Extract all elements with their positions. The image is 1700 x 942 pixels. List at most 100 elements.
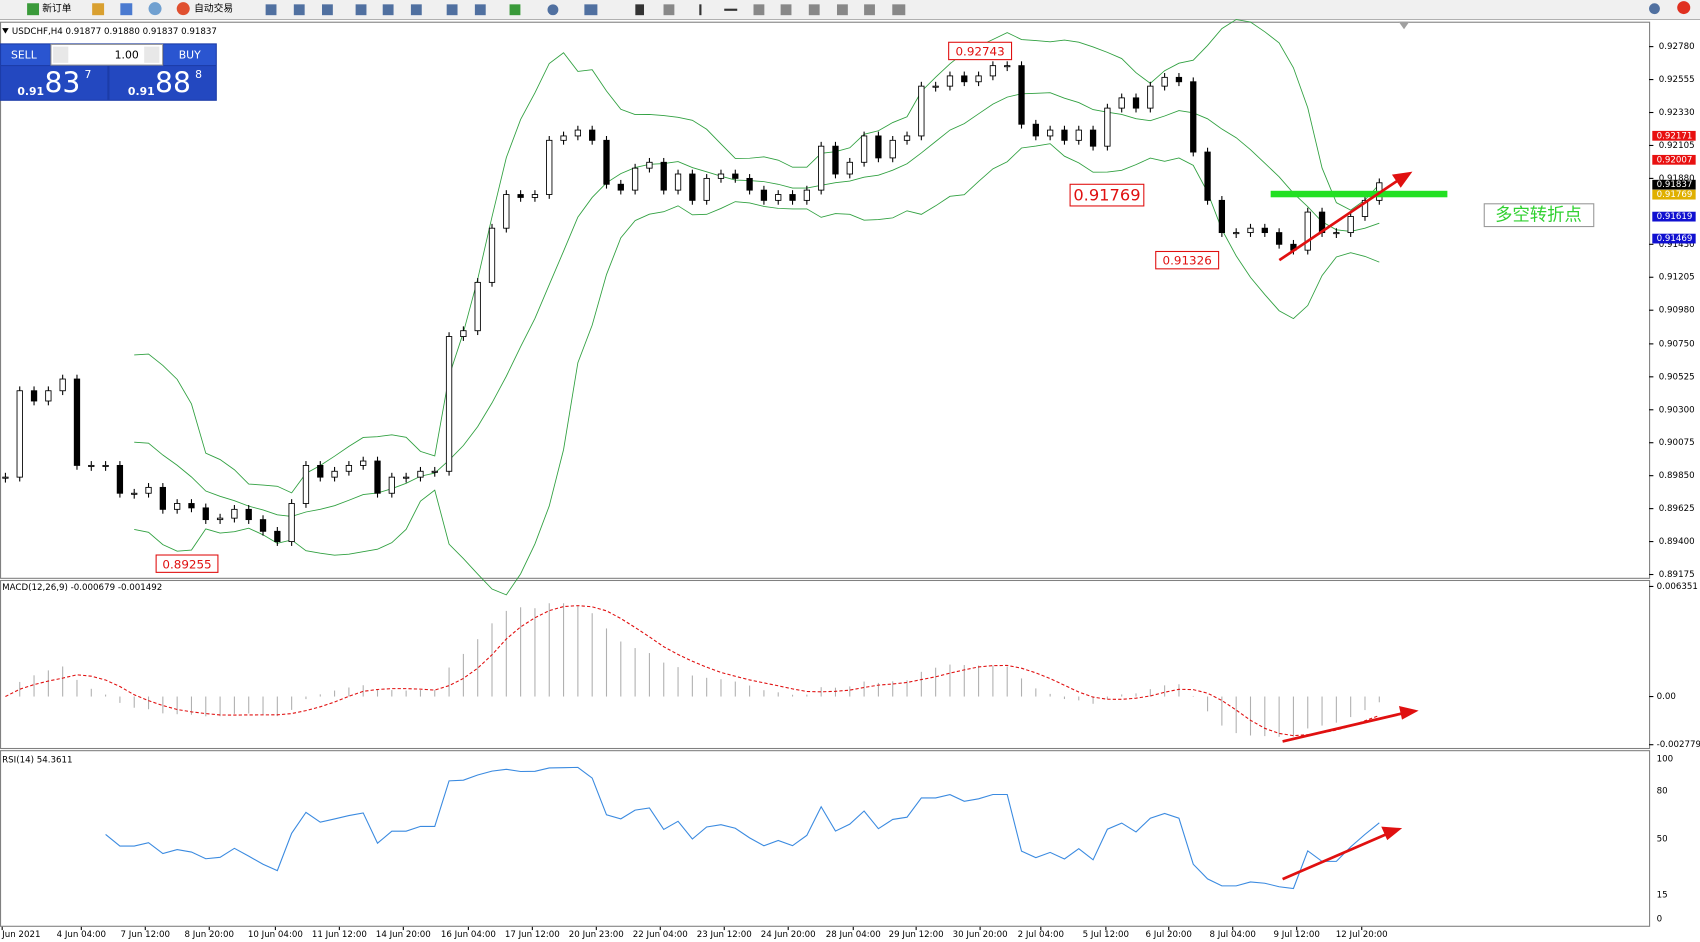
- time-label: 9 Jul 12:00: [1273, 930, 1319, 940]
- candle: [302, 464, 310, 504]
- time-label: 7 Jun 12:00: [121, 930, 170, 940]
- volume-value[interactable]: 1.00: [115, 48, 139, 61]
- macd-signal: [5, 605, 1380, 737]
- candles: [2, 61, 1383, 546]
- icon[interactable]: [355, 4, 367, 16]
- icon[interactable]: [382, 4, 394, 16]
- trend-arrows: [1278, 171, 1419, 881]
- candle: [589, 129, 596, 141]
- toolbar-icons: [265, 1, 1691, 16]
- icon[interactable]: [753, 4, 765, 16]
- candle: [16, 390, 23, 478]
- macd-tick-label: -0.002779: [1657, 740, 1700, 750]
- icon[interactable]: [410, 4, 422, 16]
- candle: [231, 508, 238, 519]
- price-tick-label: 0.89175: [1659, 570, 1695, 580]
- candle: [2, 476, 9, 479]
- icon[interactable]: [446, 4, 458, 16]
- candle: [102, 464, 109, 467]
- time-label: 12 Jul 20:00: [1336, 930, 1388, 940]
- auto-trading-button[interactable]: 自动交易: [194, 2, 233, 15]
- chart-header: USDCHF,H4 0.91877 0.91880 0.91837 0.9183…: [12, 27, 217, 37]
- icon[interactable]: [724, 8, 738, 11]
- icon[interactable]: [864, 4, 875, 16]
- candle: [946, 75, 954, 87]
- icon[interactable]: [808, 4, 820, 16]
- candle: [760, 189, 768, 201]
- rsi-tick-label: 0: [1657, 915, 1663, 925]
- volume-field[interactable]: [50, 43, 164, 66]
- price-tick-label: 0.92330: [1659, 108, 1695, 118]
- price-tick-label: 0.92780: [1659, 42, 1695, 52]
- candle: [1333, 232, 1340, 235]
- candle: [1032, 123, 1039, 137]
- auto-trading-icon[interactable]: [176, 2, 190, 16]
- price-tag-label: 0.92171: [1657, 131, 1693, 141]
- candle: [889, 139, 896, 159]
- time-label: 14 Jun 20:00: [376, 930, 431, 940]
- volume-up[interactable]: [144, 46, 160, 63]
- price-tag: [1652, 130, 1696, 141]
- buy-price-prefix: 0.91: [128, 85, 155, 98]
- buy-price-big: 88: [155, 67, 191, 100]
- main-panel: [0, 21, 1651, 579]
- icon[interactable]: [474, 4, 486, 16]
- time-label: Jun 2021: [1, 930, 40, 940]
- candle: [116, 464, 124, 494]
- new-order-icon[interactable]: [27, 3, 40, 16]
- icon[interactable]: [547, 4, 559, 16]
- sell-label[interactable]: SELL: [11, 48, 37, 61]
- sell-price-box[interactable]: [1, 66, 108, 100]
- icon[interactable]: [148, 2, 162, 16]
- candle: [1233, 232, 1240, 235]
- candle: [846, 161, 853, 175]
- macd-panel: [0, 579, 1651, 750]
- candle: [345, 464, 353, 472]
- icon[interactable]: [265, 4, 277, 16]
- icon[interactable]: [699, 4, 702, 16]
- rsi-header: RSI(14) 54.3611: [2, 755, 72, 765]
- candle: [1247, 227, 1254, 234]
- icon[interactable]: [509, 4, 521, 16]
- price-tag: [1652, 211, 1696, 222]
- candle: [517, 194, 524, 198]
- icon[interactable]: [92, 3, 105, 16]
- candle: [918, 85, 925, 137]
- candle: [1018, 65, 1025, 125]
- icon[interactable]: [836, 4, 848, 16]
- candle: [1347, 216, 1354, 234]
- price-tick-label: 0.90980: [1659, 306, 1695, 316]
- buy-button[interactable]: [163, 44, 216, 66]
- bollinger-band: [134, 19, 1380, 494]
- icon[interactable]: [293, 4, 305, 16]
- search-icon[interactable]: [1649, 3, 1660, 15]
- sell-button[interactable]: [1, 44, 50, 66]
- candle: [131, 492, 138, 495]
- icon[interactable]: [663, 4, 675, 16]
- candle: [1046, 129, 1054, 137]
- price-tick-label: 0.90075: [1659, 438, 1695, 448]
- icon[interactable]: [635, 4, 645, 16]
- icon[interactable]: [780, 4, 792, 16]
- buy-price-small: 8: [195, 68, 202, 81]
- time-label: 29 Jun 12:00: [889, 930, 944, 940]
- candle: [73, 378, 81, 466]
- notification-icon[interactable]: [1677, 1, 1691, 15]
- icon[interactable]: [584, 4, 598, 16]
- icon[interactable]: [892, 4, 906, 16]
- candle: [674, 173, 682, 191]
- new-order-button[interactable]: 新订单: [42, 2, 72, 15]
- buy-price-box[interactable]: [109, 66, 216, 100]
- buy-label[interactable]: BUY: [179, 48, 201, 61]
- candle: [317, 464, 324, 478]
- icon[interactable]: [322, 4, 333, 16]
- price-tick-label: 0.90300: [1659, 405, 1695, 415]
- icon[interactable]: [120, 3, 133, 16]
- price-tick-label: 0.89625: [1659, 504, 1695, 514]
- time-label: 5 Jul 12:00: [1083, 930, 1129, 940]
- candle: [288, 503, 295, 543]
- volume-down[interactable]: [53, 46, 69, 63]
- candle: [1218, 199, 1226, 234]
- price-tick-label: 0.91880: [1659, 174, 1695, 184]
